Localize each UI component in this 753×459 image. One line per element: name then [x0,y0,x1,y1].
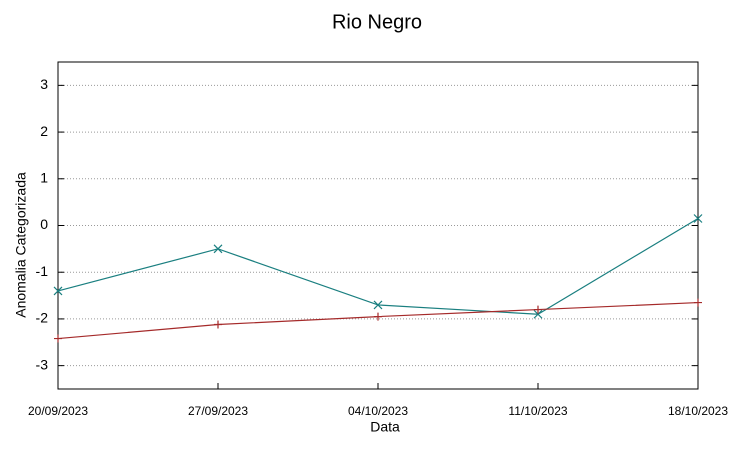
y-tick-label: 2 [40,123,48,139]
y-tick-label: -2 [36,310,49,326]
point-marker [54,334,62,343]
x-tick-label: 27/09/2023 [188,404,248,418]
point-marker [693,214,703,223]
point-marker [53,286,63,296]
series-line [57,217,699,315]
y-tick-label: 0 [40,216,48,232]
y-tick-label: -3 [36,356,49,372]
y-axis-label: Anomalia Categorizada [13,172,29,318]
chart-title: Rio Negro [332,11,422,33]
point-marker [694,298,702,307]
x-tick-label: 20/09/2023 [28,404,88,418]
y-tick-label: 1 [40,169,48,185]
point-marker [374,312,382,321]
point-marker [213,244,223,254]
x-tick-label: 18/10/2023 [668,404,728,418]
y-tick-label: -1 [36,263,49,279]
point-marker [214,320,222,329]
x-tick-label: 04/10/2023 [348,404,408,418]
point-marker [373,300,383,310]
x-axis-label: Data [370,419,400,435]
y-tick-label: 3 [40,76,48,92]
point-marker [533,309,543,319]
x-tick-label: 11/10/2023 [508,404,567,418]
point-marker [534,305,542,314]
